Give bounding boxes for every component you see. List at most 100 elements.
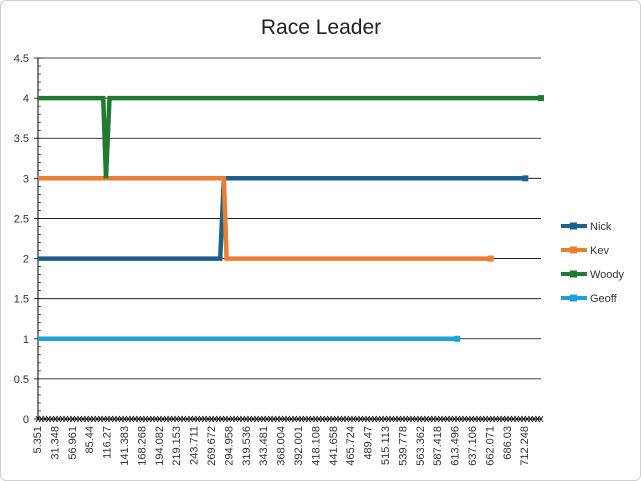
y-tick-label: 3 bbox=[23, 173, 29, 185]
legend-item-geoff: Geoff bbox=[561, 293, 618, 305]
x-tick-mark bbox=[42, 415, 48, 423]
x-tick-mark bbox=[53, 415, 58, 423]
x-tick-mark bbox=[105, 415, 110, 423]
x-tick-label: 116.27 bbox=[102, 426, 114, 459]
x-tick-mark bbox=[84, 415, 89, 423]
x-tick-mark bbox=[167, 415, 173, 423]
x-tick-mark bbox=[448, 415, 454, 423]
x-tick-mark bbox=[431, 415, 436, 423]
x-tick-label: 465.724 bbox=[345, 426, 357, 466]
x-tick-label: 686.03 bbox=[502, 426, 514, 460]
x-tick-mark bbox=[375, 415, 381, 423]
y-tick-label: 4 bbox=[23, 93, 29, 105]
legend-label: Nick bbox=[590, 221, 612, 233]
x-tick-mark bbox=[531, 415, 537, 423]
x-tick-mark bbox=[382, 415, 388, 423]
legend-marker bbox=[570, 294, 577, 302]
x-tick-label: 56.961 bbox=[67, 426, 79, 460]
x-tick-label: 343.481 bbox=[258, 426, 270, 466]
x-tick-mark bbox=[202, 415, 207, 423]
x-tick-label: 368.004 bbox=[276, 426, 288, 466]
x-tick-label: 613.496 bbox=[450, 426, 462, 466]
x-tick-mark bbox=[160, 415, 166, 423]
x-tick-mark bbox=[490, 415, 495, 423]
x-tick-mark bbox=[361, 415, 367, 423]
x-tick-mark bbox=[285, 415, 291, 423]
x-tick-mark bbox=[521, 415, 526, 423]
x-tick-mark bbox=[313, 415, 318, 423]
x-tick-label: 5.351 bbox=[32, 426, 44, 454]
x-tick-mark bbox=[458, 415, 464, 423]
series-end-marker bbox=[454, 335, 461, 342]
x-tick-label: 392.001 bbox=[293, 426, 305, 466]
axes: 0 0.5 1 1.5 2 2.5 3 3.5 4 4.5 5.351 31.348 56.961 85.… bbox=[14, 53, 544, 466]
x-tick-mark bbox=[56, 415, 62, 423]
x-tick-mark bbox=[368, 415, 374, 423]
x-tick-mark bbox=[254, 415, 259, 423]
x-tick-mark bbox=[462, 415, 467, 423]
x-tick-mark bbox=[257, 415, 263, 423]
x-tick-mark bbox=[507, 415, 513, 423]
x-tick-mark bbox=[472, 415, 478, 423]
x-tick-label: 489.47 bbox=[363, 426, 375, 460]
x-tick-mark bbox=[122, 415, 128, 423]
y-tick-label: 1.5 bbox=[14, 294, 29, 306]
x-tick-label: 418.108 bbox=[310, 426, 322, 466]
x-tick-mark bbox=[427, 415, 433, 423]
x-tick-mark bbox=[372, 415, 377, 423]
x-tick-mark bbox=[216, 415, 221, 423]
x-tick-label: 141.383 bbox=[119, 426, 131, 466]
x-tick-label: 219.153 bbox=[171, 426, 183, 466]
y-tick-label: 0 bbox=[23, 414, 29, 426]
x-tick-mark bbox=[59, 415, 65, 423]
y-tick-label: 2.5 bbox=[14, 213, 29, 225]
x-tick-label: 712.248 bbox=[519, 426, 531, 466]
x-tick-mark bbox=[445, 415, 450, 423]
x-tick-label: 243.711 bbox=[189, 426, 201, 465]
x-tick-mark bbox=[528, 415, 533, 423]
series-lines bbox=[38, 95, 544, 342]
x-tick-mark bbox=[170, 415, 176, 423]
x-tick-mark bbox=[77, 415, 82, 423]
x-tick-mark bbox=[261, 415, 266, 423]
legend-item-woody: Woody bbox=[561, 269, 625, 281]
x-tick-mark bbox=[465, 415, 471, 423]
x-tick-mark bbox=[497, 415, 502, 423]
x-tick-mark bbox=[417, 415, 422, 423]
x-tick-label: 168.268 bbox=[136, 426, 148, 466]
x-tick-mark bbox=[164, 415, 169, 423]
x-tick-mark bbox=[306, 415, 311, 423]
x-tick-mark bbox=[205, 415, 211, 423]
x-tick-mark bbox=[157, 415, 162, 423]
x-tick-mark bbox=[139, 415, 145, 423]
x-tick-label: 662.071 bbox=[484, 426, 496, 466]
x-tick-mark bbox=[177, 415, 183, 423]
x-tick-mark bbox=[278, 415, 284, 423]
x-tick-mark bbox=[129, 415, 134, 423]
x-tick-mark bbox=[424, 415, 429, 423]
x-tick-label: 587.418 bbox=[432, 426, 444, 466]
x-tick-mark bbox=[292, 415, 297, 423]
x-tick-mark bbox=[271, 415, 277, 423]
x-tick-mark bbox=[66, 415, 72, 423]
x-tick-mark bbox=[344, 415, 350, 423]
x-tick-mark bbox=[268, 415, 273, 423]
x-tick-mark bbox=[323, 415, 329, 423]
x-tick-mark bbox=[379, 415, 384, 423]
x-tick-label: 539.778 bbox=[397, 426, 409, 466]
x-tick-mark bbox=[434, 415, 440, 423]
x-tick-mark bbox=[337, 415, 343, 423]
x-tick-label: 194.082 bbox=[154, 426, 166, 466]
x-tick-mark bbox=[351, 415, 356, 423]
x-tick-label: 294.958 bbox=[223, 426, 235, 466]
x-tick-mark bbox=[101, 415, 107, 423]
x-tick-mark bbox=[438, 415, 443, 423]
x-tick-mark bbox=[334, 415, 339, 423]
legend-label: Woody bbox=[590, 269, 625, 281]
x-tick-label: 637.106 bbox=[467, 426, 479, 466]
x-tick-mark bbox=[393, 415, 398, 423]
x-tick-mark bbox=[143, 415, 148, 423]
series-line-kev bbox=[38, 176, 491, 261]
y-tick-label: 4.5 bbox=[14, 53, 29, 65]
x-tick-label: 441.658 bbox=[328, 426, 340, 466]
